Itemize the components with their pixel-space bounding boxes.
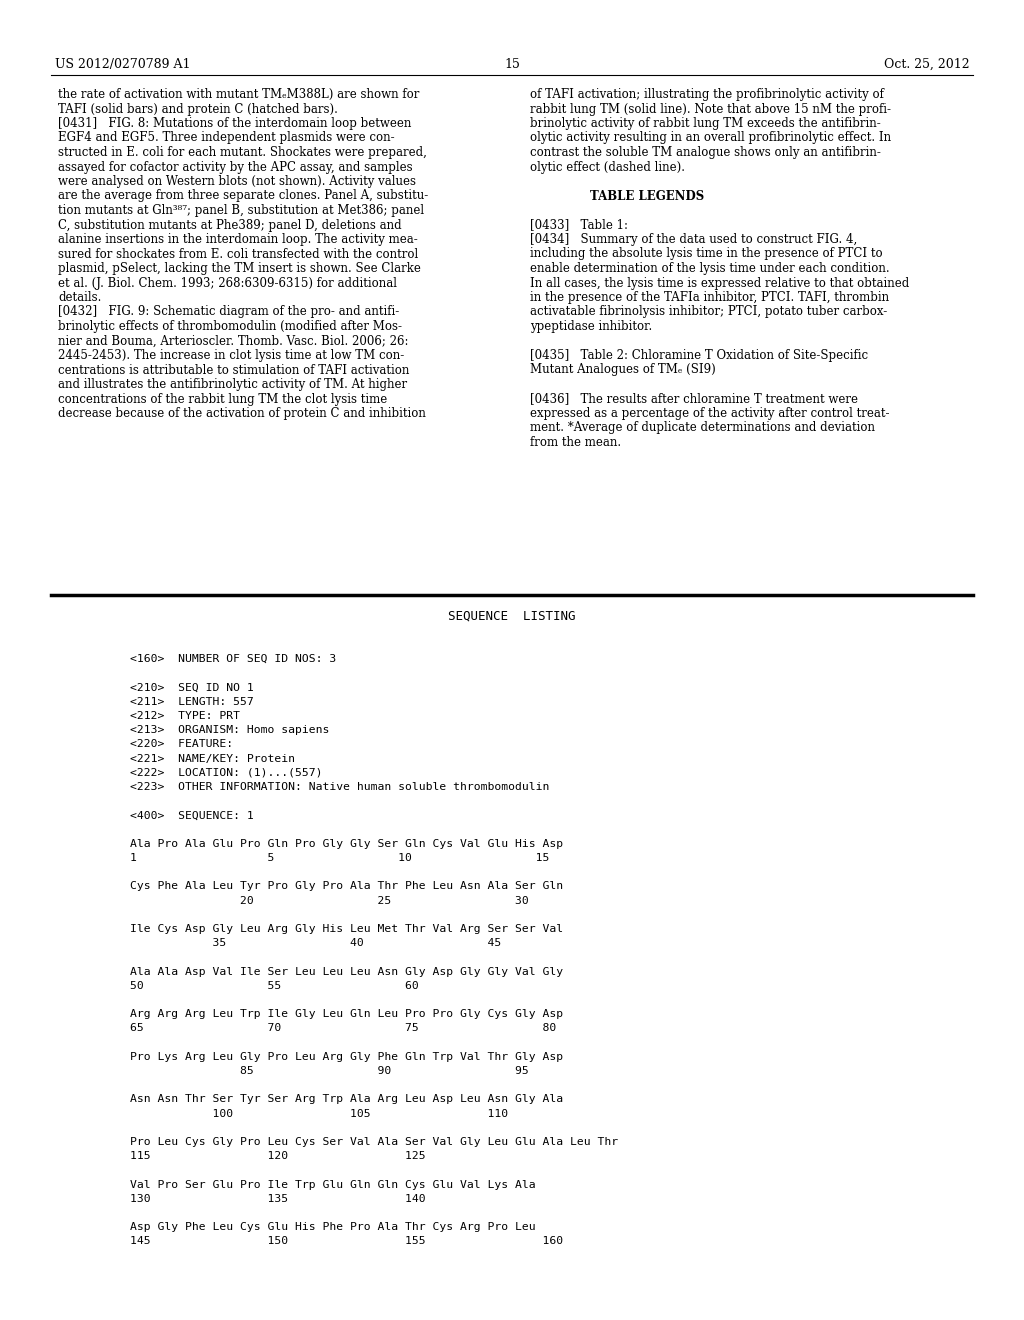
Text: Ala Ala Asp Val Ile Ser Leu Leu Leu Asn Gly Asp Gly Gly Val Gly: Ala Ala Asp Val Ile Ser Leu Leu Leu Asn … (130, 966, 563, 977)
Text: ment. *Average of duplicate determinations and deviation: ment. *Average of duplicate determinatio… (530, 421, 874, 434)
Text: Mutant Analogues of TMₑ (SI9): Mutant Analogues of TMₑ (SI9) (530, 363, 716, 376)
Text: Cys Phe Ala Leu Tyr Pro Gly Pro Ala Thr Phe Leu Asn Ala Ser Gln: Cys Phe Ala Leu Tyr Pro Gly Pro Ala Thr … (130, 882, 563, 891)
Text: of TAFI activation; illustrating the profibrinolytic activity of: of TAFI activation; illustrating the pro… (530, 88, 884, 102)
Text: Arg Arg Arg Leu Trp Ile Gly Leu Gln Leu Pro Pro Gly Cys Gly Asp: Arg Arg Arg Leu Trp Ile Gly Leu Gln Leu … (130, 1010, 563, 1019)
Text: 2445-2453). The increase in clot lysis time at low TM con-: 2445-2453). The increase in clot lysis t… (58, 348, 404, 362)
Text: Asn Asn Thr Ser Tyr Ser Arg Trp Ala Arg Leu Asp Leu Asn Gly Ala: Asn Asn Thr Ser Tyr Ser Arg Trp Ala Arg … (130, 1094, 563, 1105)
Text: the rate of activation with mutant TMₑM388L) are shown for: the rate of activation with mutant TMₑM3… (58, 88, 420, 102)
Text: decrease because of the activation of protein C and inhibition: decrease because of the activation of pr… (58, 407, 426, 420)
Text: [0432]   FIG. 9: Schematic diagram of the pro- and antifi-: [0432] FIG. 9: Schematic diagram of the … (58, 305, 399, 318)
Text: Oct. 25, 2012: Oct. 25, 2012 (885, 58, 970, 71)
Text: concentrations of the rabbit lung TM the clot lysis time: concentrations of the rabbit lung TM the… (58, 392, 387, 405)
Text: Ile Cys Asp Gly Leu Arg Gly His Leu Met Thr Val Arg Ser Ser Val: Ile Cys Asp Gly Leu Arg Gly His Leu Met … (130, 924, 563, 935)
Text: Val Pro Ser Glu Pro Ile Trp Glu Gln Gln Cys Glu Val Lys Ala: Val Pro Ser Glu Pro Ile Trp Glu Gln Gln … (130, 1180, 536, 1189)
Text: <223>  OTHER INFORMATION: Native human soluble thrombomodulin: <223> OTHER INFORMATION: Native human so… (130, 781, 549, 792)
Text: <222>  LOCATION: (1)...(557): <222> LOCATION: (1)...(557) (130, 768, 323, 777)
Text: Pro Lys Arg Leu Gly Pro Leu Arg Gly Phe Gln Trp Val Thr Gly Asp: Pro Lys Arg Leu Gly Pro Leu Arg Gly Phe … (130, 1052, 563, 1061)
Text: Ala Pro Ala Glu Pro Gln Pro Gly Gly Ser Gln Cys Val Glu His Asp: Ala Pro Ala Glu Pro Gln Pro Gly Gly Ser … (130, 838, 563, 849)
Text: 85                  90                  95: 85 90 95 (130, 1067, 528, 1076)
Text: <221>  NAME/KEY: Protein: <221> NAME/KEY: Protein (130, 754, 295, 763)
Text: Asp Gly Phe Leu Cys Glu His Phe Pro Ala Thr Cys Arg Pro Leu: Asp Gly Phe Leu Cys Glu His Phe Pro Ala … (130, 1222, 536, 1232)
Text: 100                 105                 110: 100 105 110 (130, 1109, 508, 1118)
Text: rabbit lung TM (solid line). Note that above 15 nM the profi-: rabbit lung TM (solid line). Note that a… (530, 103, 891, 116)
Text: <211>  LENGTH: 557: <211> LENGTH: 557 (130, 697, 254, 706)
Text: US 2012/0270789 A1: US 2012/0270789 A1 (55, 58, 190, 71)
Text: C, substitution mutants at Phe389; panel D, deletions and: C, substitution mutants at Phe389; panel… (58, 219, 401, 231)
Text: are the average from three separate clones. Panel A, substitu-: are the average from three separate clon… (58, 190, 428, 202)
Text: 15: 15 (504, 58, 520, 71)
Text: EGF4 and EGF5. Three independent plasmids were con-: EGF4 and EGF5. Three independent plasmid… (58, 132, 394, 144)
Text: [0433]   Table 1:: [0433] Table 1: (530, 219, 628, 231)
Text: [0436]   The results after chloramine T treatment were: [0436] The results after chloramine T tr… (530, 392, 858, 405)
Text: 130                 135                 140: 130 135 140 (130, 1193, 426, 1204)
Text: including the absolute lysis time in the presence of PTCI to: including the absolute lysis time in the… (530, 248, 883, 260)
Text: were analysed on Western blots (not shown). Activity values: were analysed on Western blots (not show… (58, 176, 416, 187)
Text: activatable fibrinolysis inhibitor; PTCI, potato tuber carbox-: activatable fibrinolysis inhibitor; PTCI… (530, 305, 887, 318)
Text: <213>  ORGANISM: Homo sapiens: <213> ORGANISM: Homo sapiens (130, 725, 330, 735)
Text: SEQUENCE  LISTING: SEQUENCE LISTING (449, 610, 575, 623)
Text: structed in E. coli for each mutant. Shockates were prepared,: structed in E. coli for each mutant. Sho… (58, 147, 427, 158)
Text: 35                  40                  45: 35 40 45 (130, 939, 502, 948)
Text: TABLE LEGENDS: TABLE LEGENDS (590, 190, 705, 202)
Text: [0434]   Summary of the data used to construct FIG. 4,: [0434] Summary of the data used to const… (530, 234, 857, 246)
Text: [0431]   FIG. 8: Mutations of the interdomain loop between: [0431] FIG. 8: Mutations of the interdom… (58, 117, 412, 129)
Text: 65                  70                  75                  80: 65 70 75 80 (130, 1023, 556, 1034)
Text: <160>  NUMBER OF SEQ ID NOS: 3: <160> NUMBER OF SEQ ID NOS: 3 (130, 655, 336, 664)
Text: and illustrates the antifibrinolytic activity of TM. At higher: and illustrates the antifibrinolytic act… (58, 378, 408, 391)
Text: <400>  SEQUENCE: 1: <400> SEQUENCE: 1 (130, 810, 254, 821)
Text: 20                  25                  30: 20 25 30 (130, 895, 528, 906)
Text: nier and Bouma, Arterioscler. Thomb. Vasc. Biol. 2006; 26:: nier and Bouma, Arterioscler. Thomb. Vas… (58, 334, 409, 347)
Text: <220>  FEATURE:: <220> FEATURE: (130, 739, 233, 750)
Text: centrations is attributable to stimulation of TAFI activation: centrations is attributable to stimulati… (58, 363, 410, 376)
Text: olytic effect (dashed line).: olytic effect (dashed line). (530, 161, 685, 173)
Text: olytic activity resulting in an overall profibrinolytic effect. In: olytic activity resulting in an overall … (530, 132, 891, 144)
Text: sured for shockates from E. coli transfected with the control: sured for shockates from E. coli transfe… (58, 248, 418, 260)
Text: 50                  55                  60: 50 55 60 (130, 981, 419, 991)
Text: <210>  SEQ ID NO 1: <210> SEQ ID NO 1 (130, 682, 254, 693)
Text: et al. (J. Biol. Chem. 1993; 268:6309-6315) for additional: et al. (J. Biol. Chem. 1993; 268:6309-63… (58, 276, 397, 289)
Text: details.: details. (58, 290, 101, 304)
Text: In all cases, the lysis time is expressed relative to that obtained: In all cases, the lysis time is expresse… (530, 276, 909, 289)
Text: contrast the soluble TM analogue shows only an antifibrin-: contrast the soluble TM analogue shows o… (530, 147, 881, 158)
Text: alanine insertions in the interdomain loop. The activity mea-: alanine insertions in the interdomain lo… (58, 234, 418, 246)
Text: plasmid, pSelect, lacking the TM insert is shown. See Clarke: plasmid, pSelect, lacking the TM insert … (58, 261, 421, 275)
Text: TAFI (solid bars) and protein C (hatched bars).: TAFI (solid bars) and protein C (hatched… (58, 103, 338, 116)
Text: assayed for cofactor activity by the APC assay, and samples: assayed for cofactor activity by the APC… (58, 161, 413, 173)
Text: 115                 120                 125: 115 120 125 (130, 1151, 426, 1162)
Text: ypeptidase inhibitor.: ypeptidase inhibitor. (530, 319, 652, 333)
Text: from the mean.: from the mean. (530, 436, 622, 449)
Text: enable determination of the lysis time under each condition.: enable determination of the lysis time u… (530, 261, 890, 275)
Text: [0435]   Table 2: Chloramine T Oxidation of Site-Specific: [0435] Table 2: Chloramine T Oxidation o… (530, 348, 868, 362)
Text: <212>  TYPE: PRT: <212> TYPE: PRT (130, 711, 240, 721)
Text: expressed as a percentage of the activity after control treat-: expressed as a percentage of the activit… (530, 407, 890, 420)
Text: Pro Leu Cys Gly Pro Leu Cys Ser Val Ala Ser Val Gly Leu Glu Ala Leu Thr: Pro Leu Cys Gly Pro Leu Cys Ser Val Ala … (130, 1137, 618, 1147)
Text: 1                   5                  10                  15: 1 5 10 15 (130, 853, 549, 863)
Text: 145                 150                 155                 160: 145 150 155 160 (130, 1237, 563, 1246)
Text: tion mutants at Gln³⁸⁷; panel B, substitution at Met386; panel: tion mutants at Gln³⁸⁷; panel B, substit… (58, 205, 424, 216)
Text: in the presence of the TAFIa inhibitor, PTCI. TAFI, thrombin: in the presence of the TAFIa inhibitor, … (530, 290, 889, 304)
Text: brinolytic effects of thrombomodulin (modified after Mos-: brinolytic effects of thrombomodulin (mo… (58, 319, 402, 333)
Text: brinolytic activity of rabbit lung TM exceeds the antifibrin-: brinolytic activity of rabbit lung TM ex… (530, 117, 881, 129)
